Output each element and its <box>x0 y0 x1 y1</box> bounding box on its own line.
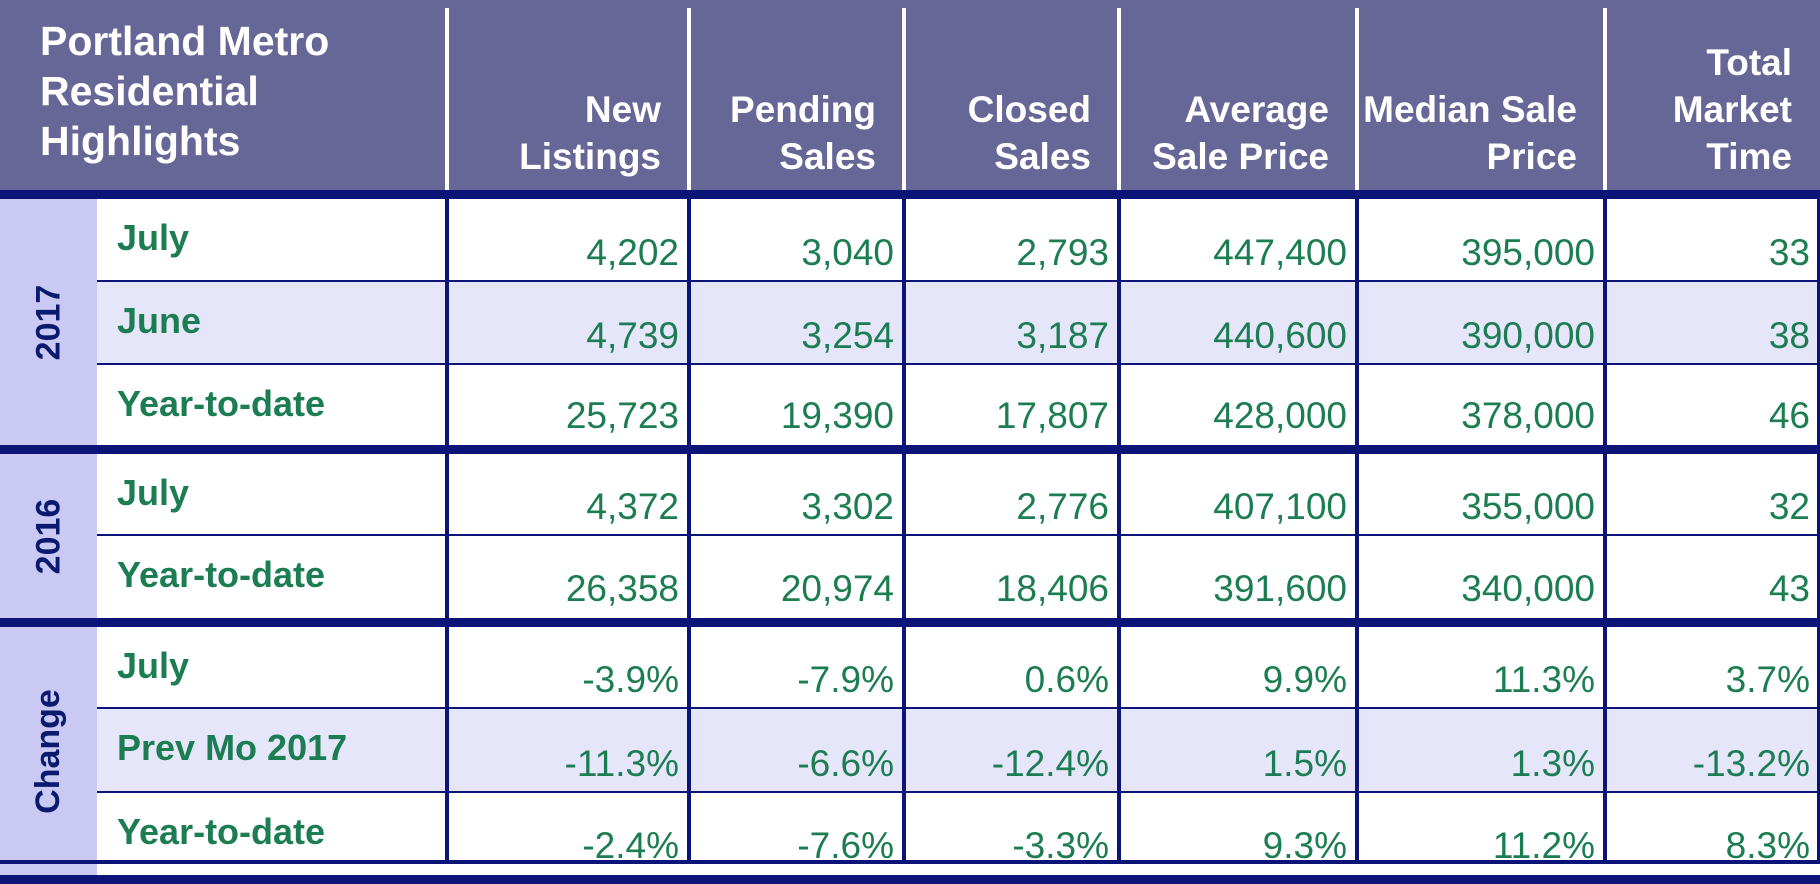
data-cell: 25,723 <box>565 395 679 436</box>
body-column-divider <box>1603 190 1607 864</box>
body-column-divider <box>902 190 906 864</box>
data-cell: 1.5% <box>1262 743 1347 784</box>
column-header: Total Market Time <box>1672 42 1792 177</box>
data-cell: 33 <box>1768 232 1810 273</box>
data-cell: 3,040 <box>801 232 894 273</box>
data-cell: 9.9% <box>1262 659 1347 700</box>
data-cell: 2,776 <box>1016 486 1109 527</box>
column-header: New Listings <box>519 89 661 177</box>
data-cell: 407,100 <box>1213 486 1347 527</box>
row-label: Year-to-date <box>117 383 326 424</box>
data-cell: 11.2% <box>1492 825 1595 866</box>
group-label-text: 2017 <box>28 284 67 360</box>
body-column-divider <box>1117 190 1121 864</box>
body-column-divider <box>687 190 691 864</box>
table-row <box>97 365 1820 445</box>
data-cell: 4,739 <box>586 315 679 356</box>
row-label: July <box>117 217 190 258</box>
data-cell: 46 <box>1768 395 1810 436</box>
group-label-0: 2017 <box>0 199 97 445</box>
data-cell: -12.4% <box>991 743 1109 784</box>
data-cell: 390,000 <box>1461 315 1595 356</box>
data-cell: 32 <box>1768 486 1810 527</box>
data-cell: 17,807 <box>995 395 1109 436</box>
row-label: June <box>117 300 202 341</box>
data-cell: 3,187 <box>1016 315 1109 356</box>
header-column-divider <box>1355 8 1359 190</box>
column-header: Closed Sales <box>967 89 1091 177</box>
data-cell: -13.2% <box>1692 743 1810 784</box>
row-label: July <box>117 472 190 513</box>
group-divider <box>0 445 1820 454</box>
data-cell: 26,358 <box>565 568 679 609</box>
data-cell: -6.6% <box>797 743 894 784</box>
group-label-text: 2016 <box>28 498 67 574</box>
table-row <box>97 627 1820 709</box>
data-cell: 3,302 <box>801 486 894 527</box>
data-cell: 19,390 <box>780 395 894 436</box>
data-cell: -3.3% <box>1012 825 1109 866</box>
table-title: Portland Metro Residential Highlights <box>40 18 330 164</box>
row-label: Year-to-date <box>117 554 326 595</box>
header-column-divider <box>902 8 906 190</box>
table-row <box>97 536 1820 618</box>
data-cell: 3,254 <box>801 315 894 356</box>
data-cell: 395,000 <box>1461 232 1595 273</box>
table-bottom-border <box>0 860 1820 864</box>
group-label-text: Change <box>29 688 67 814</box>
data-cell: 378,000 <box>1461 395 1595 436</box>
data-cell: 8.3% <box>1725 825 1810 866</box>
data-cell: -7.9% <box>797 659 894 700</box>
table-row <box>97 709 1820 793</box>
data-cell: 43 <box>1768 568 1810 609</box>
data-cell: 4,372 <box>586 486 679 527</box>
header-column-divider <box>687 8 691 190</box>
data-cell: 440,600 <box>1213 315 1347 356</box>
group-divider <box>0 875 1820 884</box>
body-column-divider <box>1355 190 1359 864</box>
data-cell: 447,400 <box>1213 232 1347 273</box>
data-cell: 4,202 <box>586 232 679 273</box>
column-header: Median Sale Price <box>1363 89 1577 177</box>
table-row <box>97 282 1820 365</box>
row-label: Prev Mo 2017 <box>117 727 348 768</box>
row-label: July <box>117 645 190 686</box>
data-cell: 38 <box>1768 315 1810 356</box>
data-cell: 355,000 <box>1461 486 1595 527</box>
data-cell: -2.4% <box>582 825 679 866</box>
body-column-divider <box>445 190 449 864</box>
table-right-border <box>1817 190 1820 864</box>
data-cell: 2,793 <box>1016 232 1109 273</box>
header-bottom-border <box>0 190 1820 199</box>
header-column-divider <box>445 8 449 190</box>
data-cell: 0.6% <box>1024 659 1109 700</box>
data-cell: -7.6% <box>797 825 894 866</box>
header-background <box>0 0 1820 190</box>
column-header: Pending Sales <box>730 89 876 177</box>
data-cell: -3.9% <box>582 659 679 700</box>
group-divider <box>0 618 1820 627</box>
data-cell: -11.3% <box>564 743 680 784</box>
data-cell: 9.3% <box>1262 825 1347 866</box>
data-cell: 391,600 <box>1213 568 1347 609</box>
data-cell: 340,000 <box>1461 568 1595 609</box>
data-cell: 1.3% <box>1510 743 1595 784</box>
column-header: Average Sale Price <box>1152 89 1329 177</box>
table-row <box>97 199 1820 282</box>
data-cell: 18,406 <box>995 568 1109 609</box>
header-column-divider <box>1117 8 1121 190</box>
row-label: Year-to-date <box>117 811 326 852</box>
data-cell: 428,000 <box>1213 395 1347 436</box>
table-row <box>97 454 1820 536</box>
data-cell: 3.7% <box>1725 659 1810 700</box>
group-label-2: Change <box>0 627 97 875</box>
header-column-divider <box>1603 8 1607 190</box>
data-cell: 11.3% <box>1492 659 1595 700</box>
data-cell: 20,974 <box>780 568 894 609</box>
group-label-1: 2016 <box>0 454 97 618</box>
